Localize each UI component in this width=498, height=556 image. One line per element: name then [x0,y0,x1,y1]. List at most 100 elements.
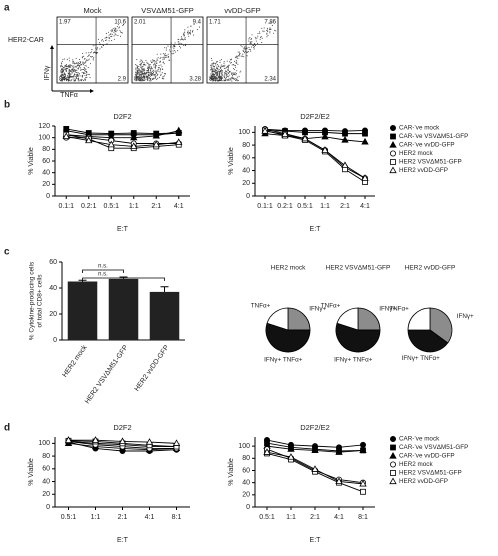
legend-marker [390,470,396,476]
series-line [66,130,179,136]
legend-label: CAR-’ve VSVΔM51-GFP [399,444,468,451]
event-dot [118,27,120,29]
event-dot [161,66,163,68]
event-dot [85,65,87,67]
event-dot [190,31,192,33]
event-dot [141,61,143,63]
event-dot [216,68,218,70]
event-dot [148,66,150,68]
arrow-head [50,45,54,49]
event-dot [223,66,225,68]
event-dot [153,73,155,75]
event-dot [266,29,268,31]
event-dot [68,74,70,76]
event-dot [162,53,164,55]
event-dot [144,79,146,81]
event-dot [157,77,159,79]
event-dot [60,70,62,72]
legend-label: HER2 mock [399,461,433,468]
event-dot [61,73,63,75]
event-dot [219,60,221,62]
chart-title: HER2 VSVΔM51-GFP [326,265,391,272]
marker [302,129,308,136]
event-dot [143,73,145,75]
quadrant-value: 2.34 [264,77,276,83]
event-dot [70,70,72,72]
event-dot [220,64,222,66]
x-tick-label: 0.5:1 [103,203,119,210]
event-dot [233,73,235,75]
event-dot [187,30,189,32]
event-dot [154,61,156,63]
marker [172,439,181,446]
pie-label: TNFα+ [389,305,409,312]
event-dot [76,74,78,76]
event-dot [66,75,69,77]
event-dot [63,58,66,60]
pie-slice [336,307,359,331]
event-dot [169,49,171,51]
event-dot [72,76,74,78]
event-dot [75,57,77,59]
event-dot [147,71,149,73]
y-tick-label: 120 [38,123,50,130]
y-tick-label: 0 [246,504,250,511]
event-dot [221,71,224,73]
event-dot [136,75,138,77]
plot-title: Mock [84,6,102,15]
event-dot [152,71,155,73]
event-dot [158,66,160,69]
event-dot [149,78,151,80]
chart-title: D2F2 [113,423,131,432]
significance-label: n.s. [98,272,108,278]
event-dot [139,61,141,63]
event-dot [70,79,72,81]
event-dot [153,74,155,76]
event-dot [102,40,104,42]
event-dot [108,34,110,36]
event-dot [80,69,82,71]
event-dot [67,80,69,82]
event-dot [61,69,63,71]
event-dot [239,71,241,73]
event-dot [149,64,151,66]
event-dot [164,47,166,49]
event-dot [179,45,181,48]
event-dot [213,78,215,80]
event-dot [216,61,218,63]
event-dot [166,56,168,58]
legend-marker [390,133,396,140]
event-dot [244,49,246,51]
event-dot [142,73,144,75]
quadrant-value: 84.7 [59,77,71,83]
event-dot [79,61,81,63]
event-dot [218,76,221,78]
pie-slice [265,322,311,353]
event-dot [164,55,167,57]
event-dot [220,58,223,61]
marker [361,137,369,145]
event-dot [173,44,175,47]
event-dot [67,67,69,69]
event-dot [80,67,82,69]
event-dot [70,76,73,78]
legend-label: CAR-’ve VSVΔM51-GFP [399,133,468,140]
event-dot [240,55,242,57]
series-line [264,128,366,132]
event-dot [77,63,79,65]
event-dot [189,33,191,35]
event-dot [113,31,115,33]
marker [130,133,138,141]
quadrant-value: 85.3 [134,77,146,83]
event-dot [111,29,113,31]
event-dot [152,69,154,72]
event-dot [220,72,222,74]
event-dot [138,69,140,71]
event-dot [216,78,219,80]
event-dot [137,78,139,80]
event-dot [69,64,71,66]
event-dot [106,39,108,41]
event-dot [224,73,226,75]
plot-frame [131,16,204,84]
event-dot [230,78,232,80]
